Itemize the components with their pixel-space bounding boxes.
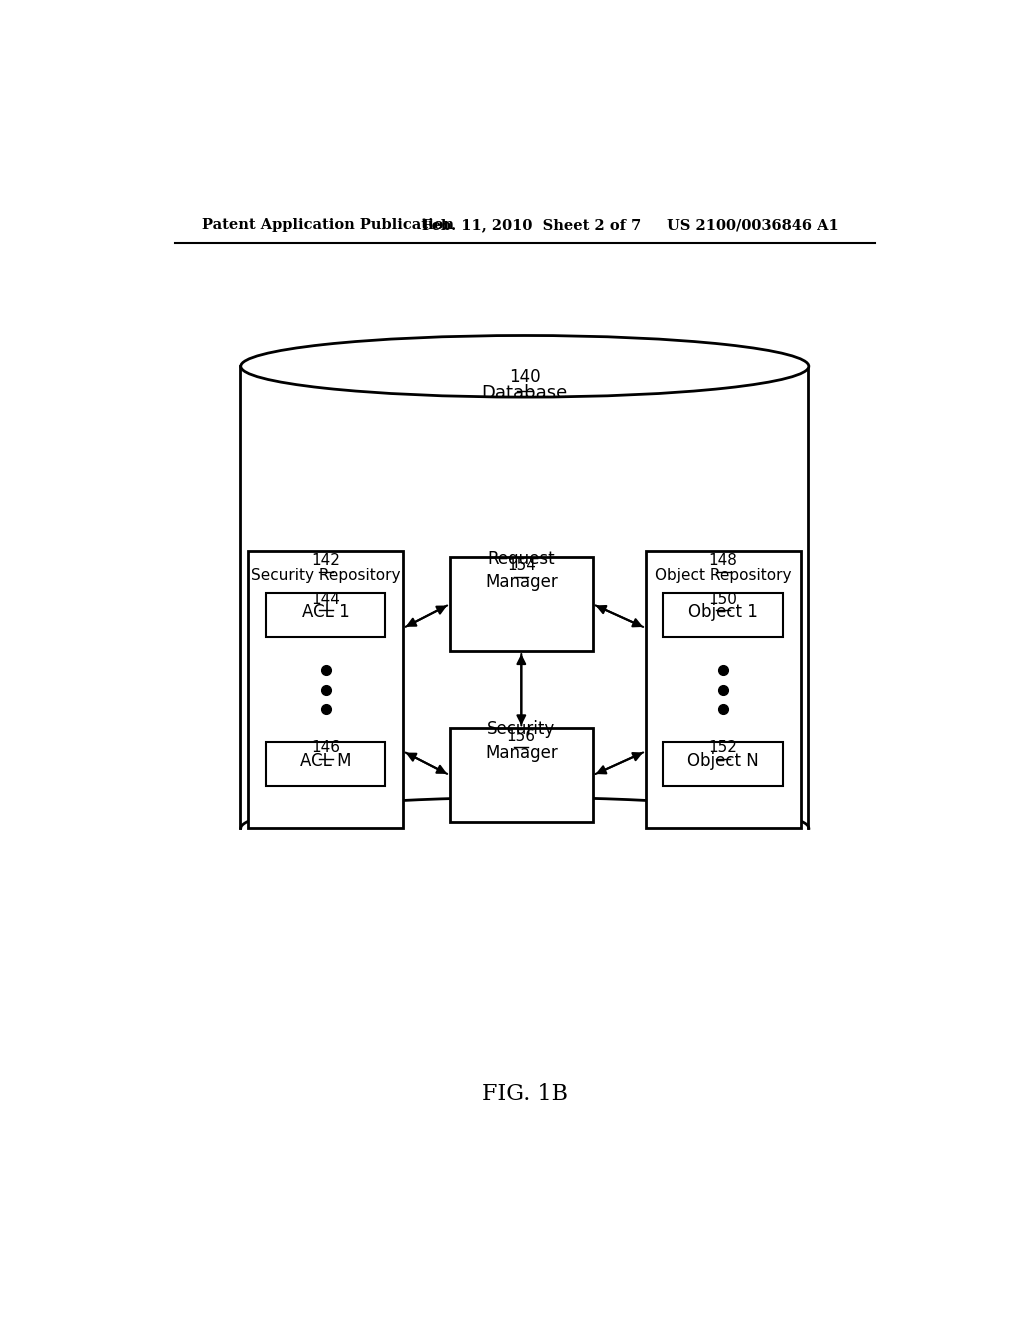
Text: FIG. 1B: FIG. 1B <box>482 1082 567 1105</box>
Text: Security
Manager: Security Manager <box>485 721 558 762</box>
Text: Request
Manager: Request Manager <box>485 549 558 591</box>
FancyArrowPatch shape <box>517 653 525 723</box>
Text: Feb. 11, 2010  Sheet 2 of 7: Feb. 11, 2010 Sheet 2 of 7 <box>423 218 642 232</box>
Polygon shape <box>248 552 403 829</box>
Text: US 2100/0036846 A1: US 2100/0036846 A1 <box>667 218 839 232</box>
Polygon shape <box>266 594 385 638</box>
Text: 148: 148 <box>709 553 737 568</box>
Text: 154: 154 <box>507 557 536 573</box>
FancyArrowPatch shape <box>598 752 643 774</box>
Text: 144: 144 <box>311 591 340 607</box>
Polygon shape <box>266 742 385 785</box>
Text: 146: 146 <box>311 741 340 755</box>
FancyArrowPatch shape <box>408 606 447 626</box>
FancyArrowPatch shape <box>406 752 445 772</box>
Text: 142: 142 <box>311 553 340 568</box>
Text: ACL 1: ACL 1 <box>302 603 349 622</box>
FancyArrowPatch shape <box>406 607 445 627</box>
FancyArrowPatch shape <box>596 754 641 774</box>
FancyArrowPatch shape <box>517 656 525 726</box>
Text: 150: 150 <box>709 591 737 607</box>
Text: Object 1: Object 1 <box>688 603 758 622</box>
Ellipse shape <box>241 335 809 397</box>
Text: 152: 152 <box>709 741 737 755</box>
Text: 140: 140 <box>509 368 541 387</box>
Text: Object N: Object N <box>687 752 759 770</box>
FancyArrowPatch shape <box>408 754 447 774</box>
FancyArrowPatch shape <box>598 606 643 627</box>
Text: Security Repository: Security Repository <box>251 569 400 583</box>
Text: Object Repository: Object Repository <box>655 569 792 583</box>
Text: ACL M: ACL M <box>300 752 351 770</box>
Text: 156: 156 <box>507 729 536 743</box>
Text: Database: Database <box>481 384 568 401</box>
Polygon shape <box>241 367 809 829</box>
Text: Patent Application Publication: Patent Application Publication <box>202 218 454 232</box>
Polygon shape <box>663 594 783 638</box>
FancyArrowPatch shape <box>596 606 641 626</box>
Polygon shape <box>450 557 593 651</box>
Polygon shape <box>646 552 801 829</box>
Polygon shape <box>663 742 783 785</box>
Polygon shape <box>450 729 593 822</box>
